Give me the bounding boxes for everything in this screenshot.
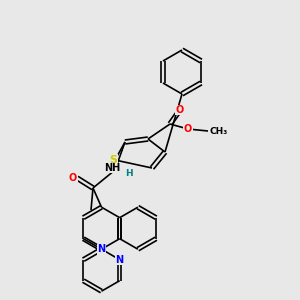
Text: N: N bbox=[116, 255, 124, 265]
Text: H: H bbox=[125, 169, 133, 178]
Text: O: O bbox=[184, 124, 192, 134]
Text: N: N bbox=[98, 244, 106, 254]
Text: O: O bbox=[176, 105, 184, 115]
Text: NH: NH bbox=[104, 163, 120, 173]
Text: O: O bbox=[69, 173, 77, 183]
Text: CH₃: CH₃ bbox=[210, 127, 228, 136]
Text: S: S bbox=[109, 155, 117, 165]
